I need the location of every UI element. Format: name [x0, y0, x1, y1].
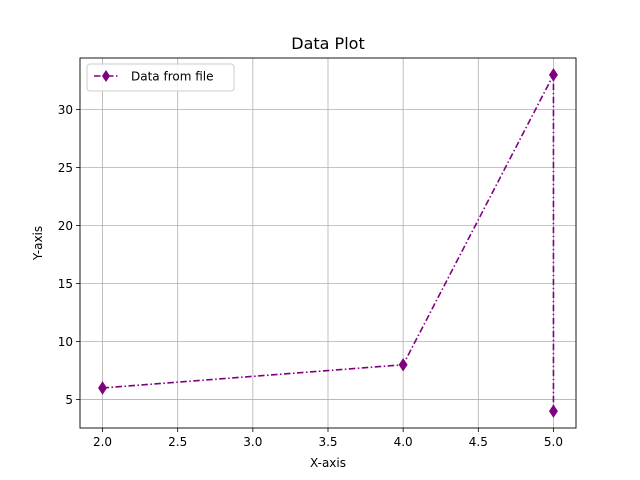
x-tick-label: 3.5: [318, 435, 337, 449]
y-axis-label: Y-axis: [31, 226, 45, 261]
data-point-marker: [548, 404, 558, 418]
grid: [80, 58, 576, 428]
series-line: [102, 74, 555, 412]
y-tick-label: 20: [58, 219, 73, 233]
x-tick-label: 4.5: [469, 435, 488, 449]
x-axis-label: X-axis: [310, 456, 346, 470]
x-tick-label: 3.0: [243, 435, 262, 449]
x-tick-label: 2.5: [168, 435, 187, 449]
legend-marker-swatch: [102, 70, 110, 82]
legend-box: [86, 63, 235, 92]
y-tick-label: 15: [58, 277, 73, 291]
y-tick-label: 30: [58, 103, 73, 117]
data-point-marker: [398, 358, 408, 372]
legend: Data from file: [86, 63, 235, 92]
y-tick-label: 25: [58, 161, 73, 175]
legend-label: Data from file: [131, 70, 213, 84]
x-tick-label: 5.0: [544, 435, 563, 449]
y-tick-label: 5: [65, 393, 73, 407]
chart-title: Data Plot: [291, 34, 364, 53]
series-layer: [98, 68, 558, 418]
data-point-marker: [98, 381, 108, 395]
axis-ticks: 2.0 2.5 3.0 3.5 4.0 4.5 5.0 5 10 15 20 25 30: [58, 103, 563, 449]
data-point-marker: [548, 68, 558, 82]
y-tick-label: 10: [58, 335, 73, 349]
x-tick-label: 2.0: [93, 435, 112, 449]
x-tick-label: 4.0: [394, 435, 413, 449]
